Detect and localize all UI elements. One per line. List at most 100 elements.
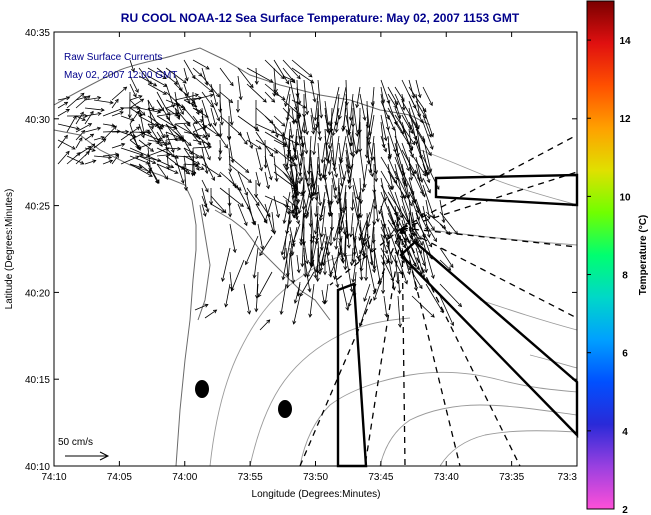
current-vector [192,93,214,101]
current-vector [387,114,396,131]
current-vector [57,134,68,149]
scale-arrowhead [99,451,110,461]
current-vector [383,295,389,318]
current-vector [237,67,254,89]
current-vector [246,67,274,83]
current-vector [254,283,259,313]
current-vector [281,107,291,141]
current-vector [380,212,390,238]
current-vector [129,155,150,165]
current-vector [366,254,377,294]
current-vector [401,219,408,242]
current-vector [204,309,218,319]
current-vector [387,142,392,160]
current-vector [401,212,423,246]
current-vector [335,177,340,205]
current-vector [439,223,451,236]
x-axis-label: Longitude (Degrees:Minutes) [252,489,381,500]
current-vector [324,114,331,135]
current-vector [75,129,86,141]
current-vector [397,295,403,328]
current-vector [273,67,278,94]
current-vector [210,99,221,122]
current-vector [373,156,378,175]
current-vector [355,86,361,109]
current-vector [439,211,458,235]
current-vector [219,115,243,136]
x-axis: 74:10 74:05 74:00 73:55 73:50 73:45 73:40 73:35… [41,32,578,483]
y-tick-label: 40:30 [25,115,50,126]
current-vector [183,67,189,82]
current-vector [351,259,357,283]
colorbar-tick-label: 8 [622,271,628,282]
current-vector [129,95,143,101]
current-vector [298,121,305,140]
current-vector [129,75,139,94]
annotation-line-2: May 02, 2007 12:00 GMT [64,70,177,81]
current-vector [192,107,209,118]
current-vector [285,254,291,289]
current-vector [264,155,273,181]
current-vector [218,83,223,113]
current-vectors [57,59,463,331]
current-vector [111,129,130,134]
current-vector [425,223,437,243]
colorbar-tick-label: 6 [622,349,628,360]
x-tick-label: 73:50 [303,472,328,483]
current-vector [201,163,222,178]
current-vector [306,149,312,187]
current-vector [411,295,435,318]
current-vector [84,110,94,125]
current-vector [156,152,172,157]
current-vector [291,195,301,225]
current-vector [264,171,271,190]
current-vector [387,247,403,275]
current-vector [352,271,357,298]
current-vector [387,240,394,265]
current-vector [285,199,291,215]
current-vector [273,147,297,167]
current-vector [408,240,423,276]
current-vector [66,152,81,165]
colorbar-tick-label: 4 [622,427,628,438]
current-vector [138,75,158,87]
current-vector [341,283,350,311]
current-vector [286,128,291,159]
current-vector [352,100,360,137]
current-vector [313,212,319,235]
current-vector [282,59,301,80]
current-vector [300,226,305,268]
current-vector [120,147,144,157]
current-vector [111,111,124,117]
y-axis: 40:35 40:30 40:25 40:20 40:15 40:10 [25,28,577,473]
current-vector [183,59,196,80]
current-vector [387,198,398,217]
current-vector [408,128,414,152]
scale-label: 50 cm/s [58,437,93,448]
current-vector [317,79,324,119]
current-vector [317,163,323,182]
current-vector [349,128,354,147]
current-vector [345,128,354,157]
current-vector [315,254,320,275]
current-vector [313,93,319,122]
current-vector [394,191,408,228]
current-vector [93,99,114,105]
current-vector [156,163,179,174]
current-vector [263,139,268,169]
colorbar-tick-label: 10 [619,192,631,203]
current-vector [303,247,308,278]
current-vector [321,156,326,179]
current-vector [302,107,307,134]
current-vector [317,184,323,207]
current-vector [297,191,305,214]
current-vector [147,99,155,130]
current-vector [228,99,234,126]
current-vector [306,259,315,278]
current-vector [111,98,119,109]
current-vector [257,223,265,251]
current-vector [338,156,346,181]
colorbar-label: Temperature (°C) [638,215,649,296]
current-vector [102,123,116,128]
current-vector [129,83,137,98]
